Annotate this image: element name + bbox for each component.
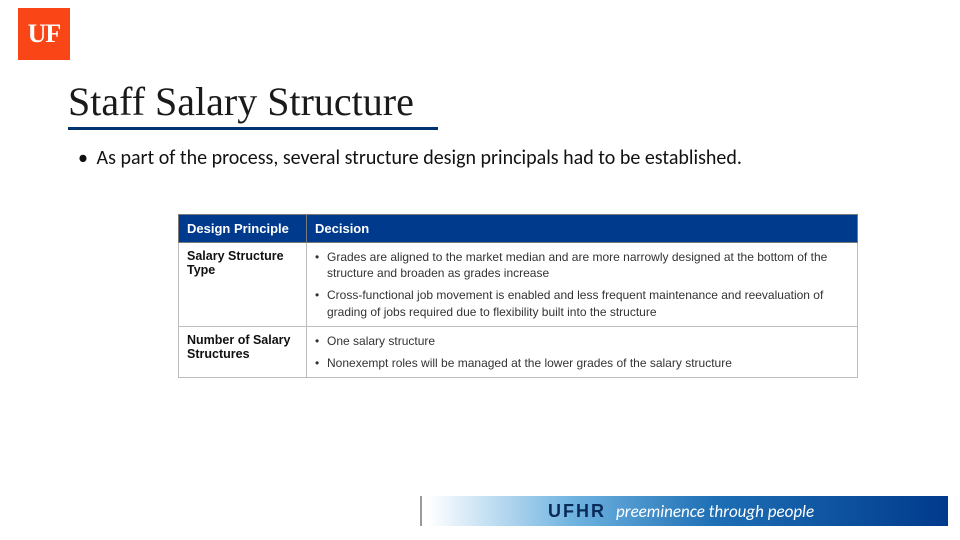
title-underline (68, 127, 438, 130)
body-bullet: • As part of the process, several struct… (78, 146, 920, 170)
row-label: Number of Salary Structures (179, 326, 307, 377)
uf-logo-text: UF (28, 19, 61, 49)
footer-bar: UFHR preeminence through people (420, 496, 948, 526)
footer-brand: UFHR (548, 501, 606, 522)
decision-item: Nonexempt roles will be managed at the l… (315, 355, 849, 371)
uf-logo: UF (18, 8, 70, 60)
row-label: Salary Structure Type (179, 243, 307, 327)
col-header-principle: Design Principle (179, 215, 307, 243)
bullet-dot-icon: • (78, 146, 92, 170)
table-header-row: Design Principle Decision (179, 215, 858, 243)
footer-tagline: preeminence through people (616, 501, 814, 522)
row-decisions: One salary structure Nonexempt roles wil… (307, 326, 858, 377)
decision-item: Grades are aligned to the market median … (315, 249, 849, 281)
slide-root: UF Staff Salary Structure • As part of t… (0, 0, 960, 540)
decision-item: One salary structure (315, 333, 849, 349)
footer-separator (420, 496, 422, 526)
page-title: Staff Salary Structure (68, 78, 438, 129)
col-header-decision: Decision (307, 215, 858, 243)
body-bullet-text: As part of the process, several structur… (97, 146, 742, 170)
table-row: Number of Salary Structures One salary s… (179, 326, 858, 377)
design-principles-table: Design Principle Decision Salary Structu… (178, 214, 858, 378)
table-row: Salary Structure Type Grades are aligned… (179, 243, 858, 327)
row-decisions: Grades are aligned to the market median … (307, 243, 858, 327)
decision-item: Cross-functional job movement is enabled… (315, 287, 849, 319)
title-block: Staff Salary Structure (68, 78, 438, 130)
footer-gradient: UFHR preeminence through people (428, 496, 948, 526)
